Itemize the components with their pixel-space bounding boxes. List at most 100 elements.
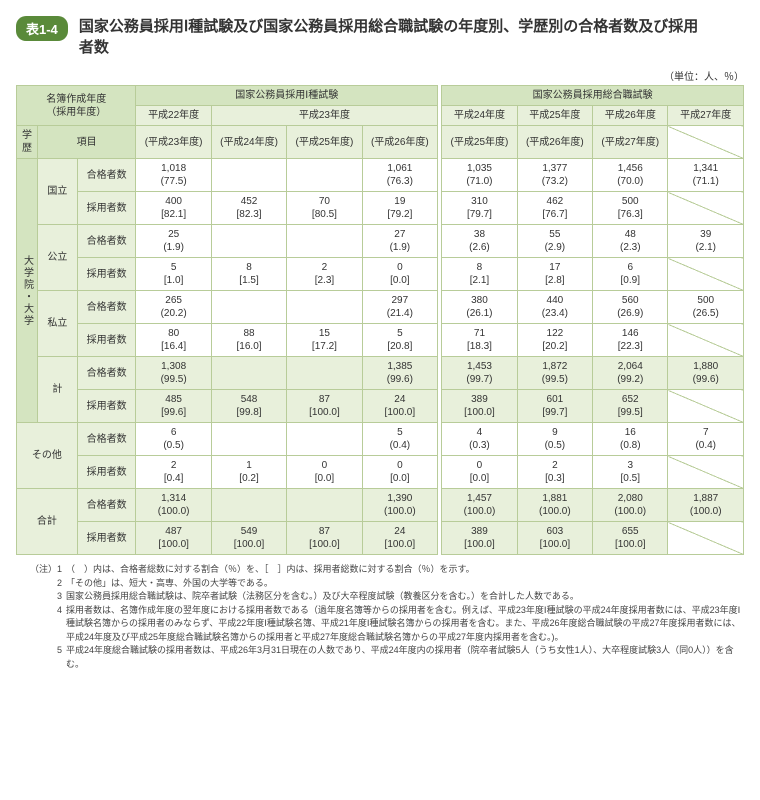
row-label: 採用者数 bbox=[77, 456, 136, 489]
data-cell: 27 (1.9) bbox=[362, 225, 437, 258]
data-cell: 6 (0.5) bbox=[136, 423, 211, 456]
group-公立: 公立 bbox=[37, 225, 77, 291]
data-cell bbox=[211, 291, 286, 324]
row-label: 合格者数 bbox=[77, 291, 136, 324]
data-cell bbox=[668, 324, 744, 357]
group-国立: 国立 bbox=[37, 159, 77, 225]
year-h22: 平成22年度 bbox=[136, 106, 211, 126]
data-cell: 24 [100.0] bbox=[362, 390, 437, 423]
year-h24: 平成24年度 bbox=[442, 106, 517, 126]
data-cell: 8 [1.5] bbox=[211, 258, 286, 291]
data-cell bbox=[287, 291, 362, 324]
subyear: (平成26年度) bbox=[517, 126, 592, 159]
table-title: 国家公務員採用Ⅰ種試験及び国家公務員採用総合職試験の年度別、学歴別の合格者数及び… bbox=[79, 16, 699, 58]
data-cell: 652 [99.5] bbox=[593, 390, 668, 423]
header-roster-year: 名簿作成年度 （採用年度） bbox=[17, 86, 136, 126]
data-cell: 603 [100.0] bbox=[517, 522, 592, 555]
data-cell: 560 (26.9) bbox=[593, 291, 668, 324]
data-cell: 1,880 (99.6) bbox=[668, 357, 744, 390]
data-cell: 71 [18.3] bbox=[442, 324, 517, 357]
data-cell: 440 (23.4) bbox=[517, 291, 592, 324]
data-cell: 0 [0.0] bbox=[362, 258, 437, 291]
data-cell: 1,018 (77.5) bbox=[136, 159, 211, 192]
year-h26: 平成26年度 bbox=[593, 106, 668, 126]
data-cell: 7 (0.4) bbox=[668, 423, 744, 456]
note-line: 3国家公務員採用総合職試験は、院卒者試験（法務区分を含む。）及び大卒程度試験（教… bbox=[16, 590, 744, 604]
data-cell bbox=[287, 423, 362, 456]
year-h25: 平成25年度 bbox=[517, 106, 592, 126]
data-cell: 17 [2.8] bbox=[517, 258, 592, 291]
group-計: 計 bbox=[37, 357, 77, 423]
data-cell bbox=[211, 225, 286, 258]
data-cell: 55 (2.9) bbox=[517, 225, 592, 258]
data-cell: 19 [79.2] bbox=[362, 192, 437, 225]
header-exam-type1: 国家公務員採用Ⅰ種試験 bbox=[136, 86, 438, 106]
data-cell: 0 [0.0] bbox=[442, 456, 517, 489]
data-cell: 1,341 (71.1) bbox=[668, 159, 744, 192]
data-cell bbox=[211, 423, 286, 456]
data-cell: 380 (26.1) bbox=[442, 291, 517, 324]
data-cell: 88 [16.0] bbox=[211, 324, 286, 357]
data-cell: 87 [100.0] bbox=[287, 390, 362, 423]
data-cell: 297 (21.4) bbox=[362, 291, 437, 324]
row-label: 採用者数 bbox=[77, 522, 136, 555]
data-cell: 400 [82.1] bbox=[136, 192, 211, 225]
data-cell: 25 (1.9) bbox=[136, 225, 211, 258]
data-cell: 548 [99.8] bbox=[211, 390, 286, 423]
vlabel-daigaku: 大学院・大学 bbox=[17, 159, 38, 423]
row-label: 採用者数 bbox=[77, 324, 136, 357]
data-cell: 1,887 (100.0) bbox=[668, 489, 744, 522]
row-label: 合格者数 bbox=[77, 357, 136, 390]
data-cell: 6 [0.9] bbox=[593, 258, 668, 291]
data-cell bbox=[668, 456, 744, 489]
data-cell: 8 [2.1] bbox=[442, 258, 517, 291]
data-cell: 122 [20.2] bbox=[517, 324, 592, 357]
note-line: 5平成24年度総合職試験の採用者数は、平成26年3月31日現在の人数であり、平成… bbox=[16, 644, 744, 671]
row-label: 合格者数 bbox=[77, 423, 136, 456]
subyear: (平成25年度) bbox=[287, 126, 362, 159]
data-cell: 2 [0.4] bbox=[136, 456, 211, 489]
subyear: (平成25年度) bbox=[442, 126, 517, 159]
header-koumoku: 項目 bbox=[37, 126, 135, 159]
data-cell: 1,314 (100.0) bbox=[136, 489, 211, 522]
data-cell: 0 [0.0] bbox=[287, 456, 362, 489]
data-cell: 5 [20.8] bbox=[362, 324, 437, 357]
data-cell: 389 [100.0] bbox=[442, 522, 517, 555]
group-total: 合計 bbox=[17, 489, 78, 555]
data-cell: 39 (2.1) bbox=[668, 225, 744, 258]
header-gakureki: 学歴 bbox=[17, 126, 38, 159]
data-cell: 9 (0.5) bbox=[517, 423, 592, 456]
group-other: その他 bbox=[17, 423, 78, 489]
data-cell bbox=[211, 489, 286, 522]
data-cell: 1,453 (99.7) bbox=[442, 357, 517, 390]
data-cell bbox=[211, 159, 286, 192]
data-cell: 5 (0.4) bbox=[362, 423, 437, 456]
data-cell: 1,061 (76.3) bbox=[362, 159, 437, 192]
row-label: 合格者数 bbox=[77, 489, 136, 522]
data-cell: 2 [0.3] bbox=[517, 456, 592, 489]
note-line: （注）1（ ）内は、合格者総数に対する割合（％）を、［ ］内は、採用者総数に対す… bbox=[16, 563, 744, 577]
year-h23: 平成23年度 bbox=[211, 106, 437, 126]
subyear: (平成26年度) bbox=[362, 126, 437, 159]
data-cell: 5 [1.0] bbox=[136, 258, 211, 291]
data-cell: 1,872 (99.5) bbox=[517, 357, 592, 390]
subyear: (平成23年度) bbox=[136, 126, 211, 159]
data-cell: 48 (2.3) bbox=[593, 225, 668, 258]
data-cell bbox=[668, 192, 744, 225]
data-cell: 38 (2.6) bbox=[442, 225, 517, 258]
data-cell: 70 [80.5] bbox=[287, 192, 362, 225]
data-cell: 80 [16.4] bbox=[136, 324, 211, 357]
row-label: 採用者数 bbox=[77, 390, 136, 423]
data-cell bbox=[668, 522, 744, 555]
data-cell: 146 [22.3] bbox=[593, 324, 668, 357]
data-cell: 0 [0.0] bbox=[362, 456, 437, 489]
row-label: 合格者数 bbox=[77, 225, 136, 258]
data-cell: 310 [79.7] bbox=[442, 192, 517, 225]
data-cell: 485 [99.6] bbox=[136, 390, 211, 423]
data-cell bbox=[287, 225, 362, 258]
data-cell: 500 [76.3] bbox=[593, 192, 668, 225]
data-cell: 655 [100.0] bbox=[593, 522, 668, 555]
data-cell: 601 [99.7] bbox=[517, 390, 592, 423]
note-line: 4採用者数は、名簿作成年度の翌年度における採用者数である（過年度名簿等からの採用… bbox=[16, 604, 744, 645]
unit-label: （単位：人、％） bbox=[16, 68, 744, 83]
